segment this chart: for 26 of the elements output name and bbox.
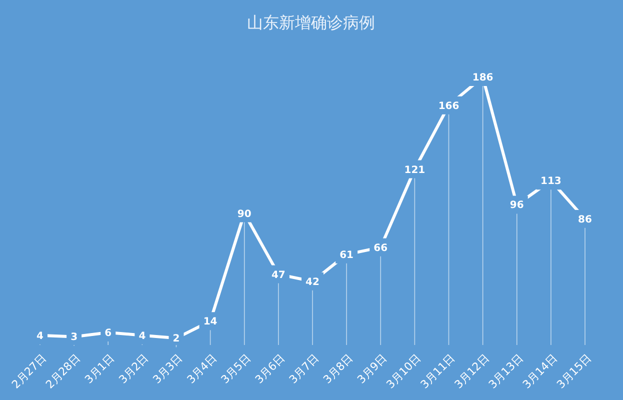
data-label: 166 [438,100,460,112]
data-label: 42 [306,276,320,288]
x-tick-label: 3月3日 [150,352,186,386]
data-label: 186 [472,72,494,84]
data-label: 90 [237,208,252,220]
data-label: 66 [374,242,388,254]
data-label: 121 [404,164,426,176]
x-tick-label: 3月1日 [82,352,117,386]
data-label: 4 [36,330,44,342]
data-label: 47 [271,270,286,281]
x-tick-label: 3月6日 [252,352,288,386]
x-tick-label: 3月5日 [218,352,254,386]
data-label: 6 [104,328,112,339]
data-label: 96 [510,200,524,212]
data-label: 2 [172,334,180,345]
x-tick-label: 3月8日 [320,352,356,386]
data-label: 113 [540,176,562,188]
x-tick-label: 3月4日 [184,352,220,386]
data-label: 86 [578,214,592,226]
data-label: 61 [340,250,354,261]
data-label: 3 [70,332,78,344]
data-label: 14 [203,316,218,328]
x-tick-label: 3月7日 [286,352,322,386]
chart-title: 山东新增确诊病例 [247,13,375,32]
x-tick-label: 3月2日 [116,352,152,386]
data-label: 4 [138,330,146,342]
